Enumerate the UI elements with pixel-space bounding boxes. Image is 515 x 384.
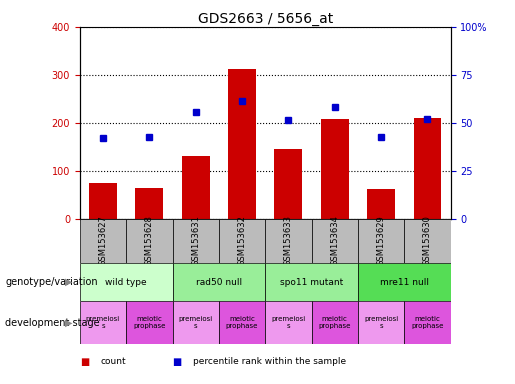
Text: premeiosi
s: premeiosi s (86, 316, 120, 329)
Text: meiotic
prophase: meiotic prophase (133, 316, 165, 329)
Bar (358, 263, 451, 301)
Bar (80, 301, 126, 344)
Bar (173, 263, 265, 301)
Bar (228, 69, 256, 219)
Bar (173, 219, 219, 263)
Bar (312, 219, 358, 263)
Text: percentile rank within the sample: percentile rank within the sample (193, 358, 346, 366)
Bar (358, 301, 404, 344)
Text: GSM153627: GSM153627 (98, 215, 108, 266)
Bar (404, 219, 451, 263)
Text: count: count (100, 358, 126, 366)
Bar (265, 219, 312, 263)
Text: ■: ■ (80, 357, 89, 367)
Bar (274, 149, 302, 219)
Bar (135, 188, 163, 219)
Bar (367, 189, 395, 219)
Text: GSM153631: GSM153631 (191, 215, 200, 266)
Bar (126, 219, 173, 263)
Bar (173, 301, 219, 344)
Text: GSM153634: GSM153634 (330, 215, 339, 266)
Bar (80, 263, 173, 301)
Bar (404, 301, 451, 344)
Text: mre11 null: mre11 null (380, 278, 429, 287)
Text: rad50 null: rad50 null (196, 278, 242, 287)
Text: premeiosi
s: premeiosi s (364, 316, 398, 329)
Bar (265, 263, 358, 301)
Text: GSM153633: GSM153633 (284, 215, 293, 266)
Bar (358, 219, 404, 263)
Title: GDS2663 / 5656_at: GDS2663 / 5656_at (198, 12, 333, 26)
Bar (265, 301, 312, 344)
Bar (80, 219, 126, 263)
Bar (126, 301, 173, 344)
Bar (219, 301, 265, 344)
Bar (219, 219, 265, 263)
Text: development stage: development stage (5, 318, 100, 328)
Text: premeiosi
s: premeiosi s (271, 316, 305, 329)
Text: GSM153632: GSM153632 (237, 215, 247, 266)
Text: wild type: wild type (106, 278, 147, 287)
Bar (89, 183, 117, 219)
Text: GSM153629: GSM153629 (376, 215, 386, 266)
Text: meiotic
prophase: meiotic prophase (411, 316, 443, 329)
Text: ▶: ▶ (64, 277, 72, 287)
Text: premeiosi
s: premeiosi s (179, 316, 213, 329)
Text: spo11 mutant: spo11 mutant (280, 278, 343, 287)
Text: GSM153630: GSM153630 (423, 215, 432, 266)
Text: GSM153628: GSM153628 (145, 215, 154, 266)
Bar (414, 118, 441, 219)
Text: ■: ■ (173, 357, 182, 367)
Text: genotype/variation: genotype/variation (5, 277, 98, 287)
Bar (321, 119, 349, 219)
Text: ▶: ▶ (64, 318, 72, 328)
Text: meiotic
prophase: meiotic prophase (226, 316, 258, 329)
Bar (312, 301, 358, 344)
Bar (182, 157, 210, 219)
Text: meiotic
prophase: meiotic prophase (319, 316, 351, 329)
